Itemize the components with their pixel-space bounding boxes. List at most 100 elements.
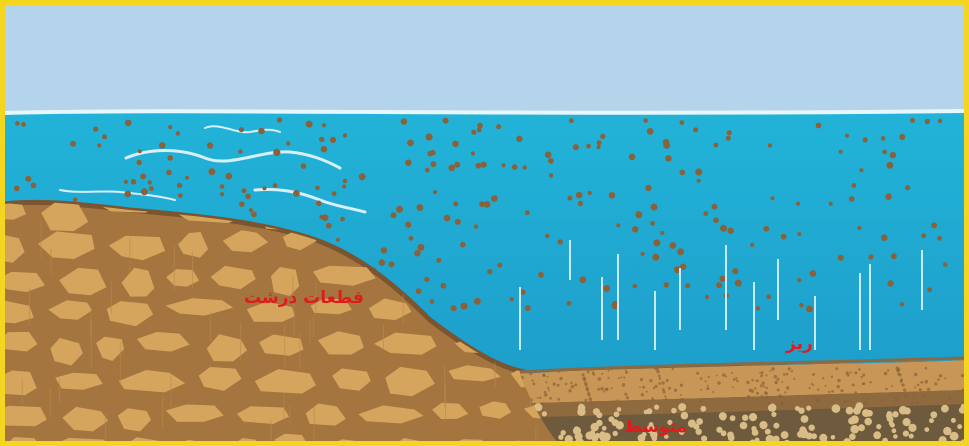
particle [130, 179, 137, 185]
rock-texture [445, 382, 446, 423]
gravel-grain [850, 415, 859, 424]
sand-grain [731, 372, 734, 374]
sand-grain [602, 390, 606, 393]
sand-grain [783, 373, 786, 376]
rock-stone [479, 401, 512, 419]
sand-grain [837, 398, 840, 401]
gravel-grain [850, 424, 859, 434]
gravel-grain [742, 414, 749, 421]
rock-texture [270, 419, 272, 446]
particle [300, 163, 307, 169]
particle [815, 122, 822, 129]
rock-stone [385, 366, 435, 397]
sand-grain [862, 373, 866, 377]
rock-texture [315, 283, 317, 316]
particle [476, 127, 482, 133]
particle [628, 153, 636, 161]
rock-texture [284, 325, 286, 368]
sand-grain [926, 387, 931, 391]
particle [713, 217, 719, 223]
particle [575, 191, 583, 199]
sand-grain [620, 376, 623, 379]
sand-grain [785, 372, 789, 376]
rock-texture [494, 343, 496, 387]
sand-grain [581, 373, 585, 377]
rock-stone [448, 365, 501, 382]
particle [750, 242, 755, 247]
sand-grain [699, 377, 703, 380]
particle [755, 306, 761, 311]
gravel-grain [929, 418, 934, 424]
rock-texture [40, 220, 42, 258]
particle [797, 232, 802, 237]
particle [175, 131, 181, 136]
sand-grain [869, 381, 872, 384]
gravel-grain [641, 432, 647, 437]
particle [452, 140, 459, 148]
sand-grain [741, 398, 744, 400]
sand-grain [759, 372, 761, 374]
gravel-grain [739, 421, 748, 430]
particle [726, 130, 732, 136]
particle [124, 190, 131, 198]
particle [390, 212, 397, 219]
sand-grain [624, 392, 628, 396]
gravel-grain [693, 423, 700, 430]
sand-grain [570, 385, 575, 389]
particle [470, 151, 475, 156]
particle [25, 175, 32, 182]
particle [276, 117, 283, 123]
sand-grain [885, 387, 888, 391]
gravel-grain [558, 434, 564, 440]
sand-grain [771, 367, 775, 371]
particle [335, 237, 340, 242]
rock-stone [121, 267, 155, 297]
sand-grain [864, 402, 867, 405]
particle [407, 139, 414, 147]
gravel-grain [599, 431, 606, 438]
sand-grain [769, 370, 772, 372]
particle [320, 146, 328, 153]
rock-stone [117, 408, 151, 432]
sand-grain [922, 395, 925, 398]
particle [245, 193, 251, 200]
sand-grain [816, 398, 820, 403]
particle [450, 305, 457, 312]
sand-grain [623, 376, 626, 379]
sand-grain [847, 399, 850, 402]
rock-texture [50, 248, 52, 275]
particle [358, 173, 366, 181]
sand-grain [624, 369, 627, 372]
rock-stone [4, 300, 34, 324]
gravel-grain [806, 405, 812, 411]
rock-stone [270, 267, 300, 296]
particle [219, 184, 225, 189]
sand-grain [776, 377, 780, 381]
sand-grain [546, 387, 550, 390]
sand-grain [862, 382, 865, 385]
particle [799, 302, 804, 308]
label-fine: ریز [786, 334, 813, 354]
particle [937, 118, 943, 124]
sand-grain [661, 381, 665, 385]
particle [13, 185, 20, 192]
particle [137, 149, 142, 154]
sand-grain [896, 369, 900, 373]
particle [238, 127, 245, 133]
rock-stone [106, 301, 154, 327]
particle [238, 149, 243, 154]
sand-grain [540, 402, 544, 406]
sand-grain [759, 384, 763, 388]
sand-grain [559, 376, 563, 381]
sand-grain [924, 366, 928, 370]
gravel-grain [701, 435, 708, 442]
sand-grain [733, 378, 736, 381]
particle [319, 136, 325, 143]
particle [838, 149, 843, 154]
sand-grain [532, 382, 536, 386]
particle [640, 251, 645, 256]
particle [123, 179, 128, 184]
particle [703, 211, 709, 216]
sand-grain [824, 384, 827, 387]
gravel-grain [849, 433, 856, 441]
